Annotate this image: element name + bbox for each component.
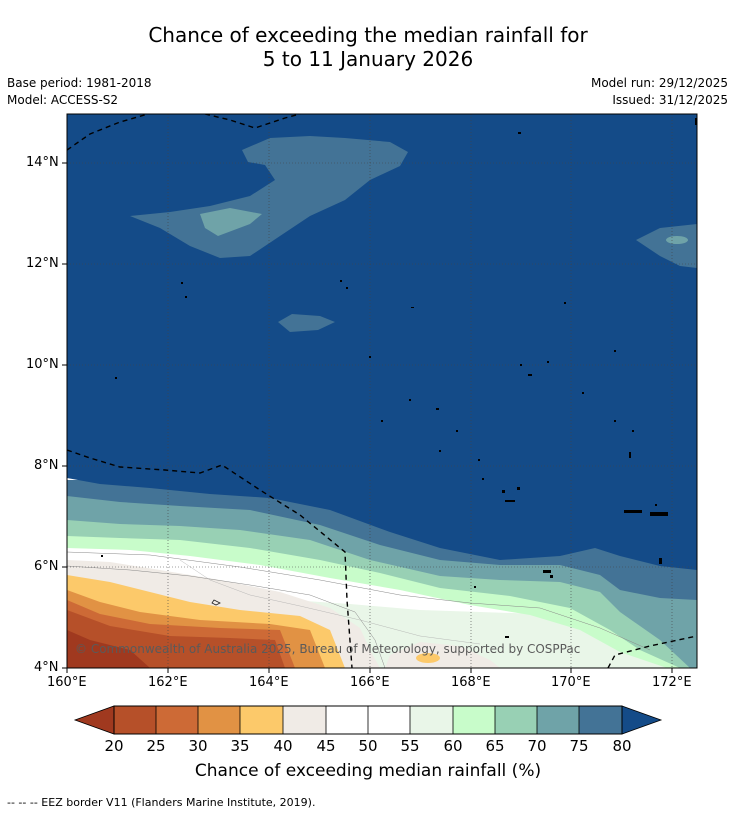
- lat-label-6n: 6°N: [34, 559, 59, 574]
- lon-label-166e: 166°E: [350, 675, 390, 690]
- colorbar-box-70: [537, 706, 579, 734]
- axis-ticks: [62, 162, 673, 673]
- colorbar-box-35: [240, 706, 283, 734]
- issued-date: Issued: 31/12/2025: [612, 93, 728, 107]
- lat-label-10n: 10°N: [26, 357, 59, 372]
- patch-80-north: [130, 136, 408, 258]
- eez-footnote: -- -- -- EEZ border V11 (Flanders Marine…: [7, 796, 316, 809]
- colorbar-box-50: [368, 706, 410, 734]
- colorbar-label-80: 80: [612, 737, 632, 755]
- colorbar-label-35: 35: [230, 737, 250, 755]
- eez-borders: [67, 114, 697, 668]
- colorbar-label-60: 60: [443, 737, 463, 755]
- gridlines: [67, 114, 697, 668]
- lon-label-168e: 168°E: [451, 675, 491, 690]
- colorbar-title: Chance of exceeding median rainfall (%): [194, 761, 542, 781]
- patch-75-north: [200, 208, 262, 236]
- colorbar-box-25: [156, 706, 198, 734]
- colorbar-label-50: 50: [358, 737, 378, 755]
- colorbar: [73, 705, 663, 735]
- lon-label-162e: 162°E: [148, 675, 188, 690]
- title-line-1: Chance of exceeding the median rainfall …: [148, 23, 588, 47]
- colorbar-box-65: [495, 706, 537, 734]
- model-run: Model run: 29/12/2025: [590, 76, 728, 90]
- lon-label-172e: 172°E: [652, 675, 692, 690]
- lat-label-4n: 4°N: [34, 660, 59, 675]
- map-contours: [67, 114, 697, 668]
- map-frame: [66, 113, 698, 669]
- colorbar-arrow-high: [621, 705, 663, 735]
- colorbar-label-65: 65: [485, 737, 505, 755]
- contour-line: [179, 559, 481, 645]
- colorbar-label-55: 55: [400, 737, 420, 755]
- colorbar-label-25: 25: [146, 737, 166, 755]
- colorbar-box-20: [114, 706, 156, 734]
- colorbar-box-30: [198, 706, 240, 734]
- band-20: [67, 630, 150, 668]
- title-line-2: 5 to 11 January 2026: [262, 47, 474, 71]
- colorbar-box-60: [453, 706, 495, 734]
- colorbar-label-30: 30: [188, 737, 208, 755]
- lon-label-170e: 170°E: [551, 675, 591, 690]
- patch-40: [416, 653, 440, 663]
- colorbar-label-20: 20: [104, 737, 124, 755]
- colorbar-box-55: [410, 706, 453, 734]
- lat-label-8n: 8°N: [34, 458, 59, 473]
- colorbar-label-45: 45: [316, 737, 336, 755]
- island-outline: [211, 599, 221, 606]
- colorbar-label-40: 40: [273, 737, 293, 755]
- colorbar-label-70: 70: [527, 737, 547, 755]
- patch-75-east: [666, 236, 688, 244]
- lon-label-160e: 160°E: [47, 675, 87, 690]
- model-name: Model: ACCESS-S2: [7, 93, 119, 107]
- islands: [101, 118, 697, 638]
- colorbar-arrow-low: [73, 705, 115, 735]
- colorbar-box-45: [326, 706, 368, 734]
- colorbar-box-40: [283, 706, 326, 734]
- contour-line: [67, 551, 651, 651]
- lon-label-164e: 164°E: [249, 675, 289, 690]
- lat-label-14n: 14°N: [26, 155, 59, 170]
- copyright-text: © Commonwealth of Australia 2025, Bureau…: [75, 642, 580, 656]
- colorbar-label-75: 75: [569, 737, 589, 755]
- rainfall-map: © Commonwealth of Australia 2025, Bureau…: [62, 113, 698, 735]
- base-period: Base period: 1981-2018: [7, 76, 152, 90]
- patch-80-mid: [278, 314, 335, 332]
- patch-45: [385, 642, 500, 668]
- patch-80-east: [636, 224, 697, 268]
- lat-label-12n: 12°N: [26, 256, 59, 271]
- contour-line: [67, 565, 386, 668]
- colorbar-box-75: [579, 706, 622, 734]
